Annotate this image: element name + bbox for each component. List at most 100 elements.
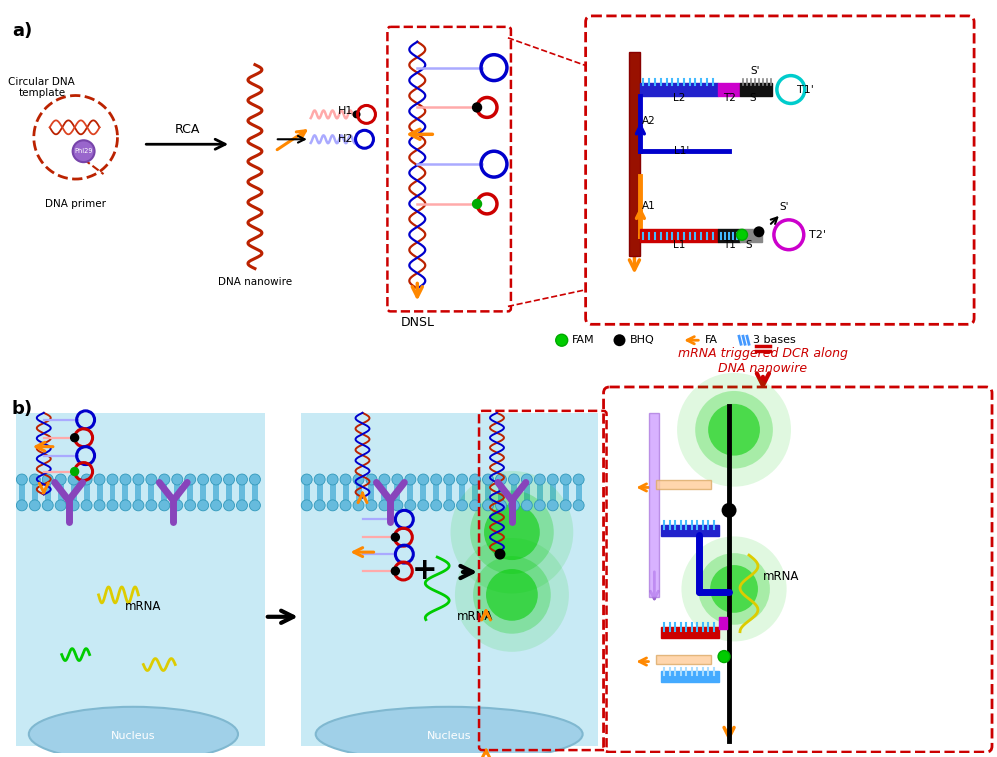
Circle shape xyxy=(29,500,40,511)
Circle shape xyxy=(146,474,157,485)
Circle shape xyxy=(486,569,537,621)
Circle shape xyxy=(431,474,442,485)
Bar xyxy=(162,491,167,506)
Bar xyxy=(562,484,568,498)
Bar xyxy=(301,413,597,746)
Text: H1: H1 xyxy=(338,107,353,117)
Circle shape xyxy=(94,500,105,511)
Bar xyxy=(343,484,349,498)
Bar xyxy=(369,484,375,498)
Circle shape xyxy=(560,474,571,485)
Circle shape xyxy=(405,474,416,485)
Circle shape xyxy=(366,500,377,511)
Circle shape xyxy=(171,474,182,485)
Circle shape xyxy=(340,500,351,511)
Bar xyxy=(84,491,90,506)
Bar xyxy=(317,484,323,498)
Bar xyxy=(640,83,718,95)
Bar xyxy=(485,491,491,506)
Bar xyxy=(110,491,116,506)
Circle shape xyxy=(29,474,40,485)
Circle shape xyxy=(366,474,377,485)
Bar xyxy=(356,484,362,498)
Bar xyxy=(510,491,516,506)
Bar xyxy=(382,491,388,506)
Text: S': S' xyxy=(779,202,789,212)
Circle shape xyxy=(534,500,545,511)
Text: mRNA triggered DCR along
DNA nanowire: mRNA triggered DCR along DNA nanowire xyxy=(678,347,847,375)
Bar xyxy=(740,229,762,241)
Circle shape xyxy=(392,500,403,511)
Text: 3 bases: 3 bases xyxy=(753,335,796,345)
Bar xyxy=(187,491,193,506)
Circle shape xyxy=(431,500,442,511)
Circle shape xyxy=(107,474,118,485)
Bar xyxy=(408,484,414,498)
Circle shape xyxy=(473,556,550,634)
Bar xyxy=(718,83,740,95)
Circle shape xyxy=(473,103,482,112)
Bar xyxy=(395,484,401,498)
Circle shape xyxy=(42,500,53,511)
Circle shape xyxy=(81,474,92,485)
Bar xyxy=(330,484,336,498)
Bar xyxy=(58,491,64,506)
Text: b): b) xyxy=(12,400,33,418)
Circle shape xyxy=(444,500,455,511)
FancyBboxPatch shape xyxy=(585,16,974,324)
Bar xyxy=(562,491,568,506)
Circle shape xyxy=(159,474,169,485)
Circle shape xyxy=(483,500,494,511)
Bar xyxy=(472,491,478,506)
Bar xyxy=(71,491,77,506)
Circle shape xyxy=(483,474,494,485)
Bar xyxy=(549,484,555,498)
Circle shape xyxy=(521,500,532,511)
Circle shape xyxy=(197,474,208,485)
Text: S': S' xyxy=(750,66,760,76)
Bar xyxy=(19,484,25,498)
Bar xyxy=(200,491,206,506)
Circle shape xyxy=(473,199,482,208)
Bar xyxy=(421,491,427,506)
Circle shape xyxy=(146,500,157,511)
Bar xyxy=(536,491,542,506)
Circle shape xyxy=(457,474,468,485)
Bar xyxy=(421,484,427,498)
Bar xyxy=(19,491,25,506)
Bar xyxy=(408,491,414,506)
Bar xyxy=(382,484,388,498)
Bar xyxy=(97,491,103,506)
Circle shape xyxy=(677,373,791,487)
Bar xyxy=(239,491,245,506)
Circle shape xyxy=(353,500,364,511)
Circle shape xyxy=(55,500,66,511)
Bar xyxy=(84,484,90,498)
Text: DNA nanowire: DNA nanowire xyxy=(218,276,292,287)
Circle shape xyxy=(508,500,519,511)
Bar xyxy=(718,229,740,241)
Bar xyxy=(32,484,38,498)
Circle shape xyxy=(120,500,131,511)
Bar xyxy=(472,484,478,498)
Bar xyxy=(226,484,232,498)
Circle shape xyxy=(71,468,79,475)
Text: H2: H2 xyxy=(338,134,353,145)
Text: Phi29: Phi29 xyxy=(75,148,93,154)
Bar xyxy=(317,491,323,506)
Circle shape xyxy=(223,500,234,511)
Bar xyxy=(252,491,258,506)
Circle shape xyxy=(392,533,400,541)
Text: A2: A2 xyxy=(642,117,656,126)
Text: T2': T2' xyxy=(809,230,826,240)
Circle shape xyxy=(171,500,182,511)
Circle shape xyxy=(379,500,390,511)
Text: mRNA: mRNA xyxy=(126,600,162,613)
Bar xyxy=(45,484,51,498)
Text: S: S xyxy=(750,93,757,104)
Bar xyxy=(523,491,529,506)
Circle shape xyxy=(353,474,364,485)
Text: mRNA: mRNA xyxy=(763,571,800,584)
Bar xyxy=(32,491,38,506)
Circle shape xyxy=(392,567,400,575)
